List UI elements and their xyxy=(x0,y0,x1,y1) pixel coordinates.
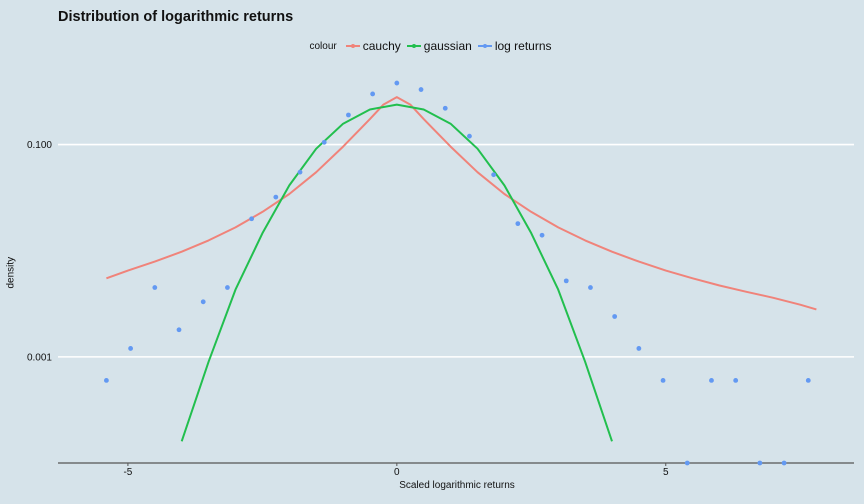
data-point-log-returns xyxy=(781,460,787,466)
data-point-log-returns xyxy=(563,278,569,284)
data-point-log-returns xyxy=(128,346,134,351)
legend-key-cauchy xyxy=(345,41,360,51)
legend-title: colour xyxy=(309,40,337,52)
data-point-log-returns xyxy=(418,87,424,92)
data-point-log-returns xyxy=(805,378,811,383)
data-point-log-returns xyxy=(491,172,497,178)
chart-title: Distribution of logarithmic returns xyxy=(58,9,294,25)
data-point-log-returns xyxy=(442,105,448,111)
legend: colour cauchy gaussian log returns xyxy=(0,39,864,53)
y-axis-label: density xyxy=(5,256,17,289)
data-point-log-returns xyxy=(539,232,545,238)
data-point-log-returns xyxy=(588,285,593,290)
legend-key-point xyxy=(411,44,416,48)
data-point-log-returns xyxy=(515,221,521,227)
y-tick-label: 0.001 xyxy=(27,352,52,363)
data-point-log-returns xyxy=(636,346,642,351)
legend-label-cauchy: cauchy xyxy=(362,39,401,53)
legend-entry-gaussian: gaussian xyxy=(406,39,472,53)
data-point-log-returns xyxy=(394,80,400,86)
data-point-log-returns xyxy=(273,194,279,200)
legend-entry-log-returns: log returns xyxy=(477,39,552,53)
data-point-log-returns xyxy=(733,378,739,383)
legend-key-gaussian xyxy=(406,41,421,51)
legend-key-point xyxy=(482,44,487,48)
series-line-gaussian xyxy=(180,103,613,442)
data-point-log-returns xyxy=(152,285,158,290)
data-point-log-returns xyxy=(660,378,666,383)
data-point-log-returns xyxy=(346,112,351,118)
data-point-log-returns xyxy=(176,327,182,333)
data-point-log-returns xyxy=(684,460,690,466)
data-point-log-returns xyxy=(321,139,327,145)
x-tick-label: 5 xyxy=(663,467,669,478)
x-tick-label: -5 xyxy=(123,467,132,478)
data-point-log-returns xyxy=(104,378,109,383)
legend-label-log-returns: log returns xyxy=(494,39,552,53)
legend-key-point xyxy=(350,44,355,48)
y-tick-label: 0.100 xyxy=(27,140,52,151)
legend-label-gaussian: gaussian xyxy=(423,39,472,53)
data-point-log-returns xyxy=(200,299,206,305)
x-axis-label: Scaled logarithmic returns xyxy=(399,480,515,491)
data-point-log-returns xyxy=(225,285,230,290)
data-point-log-returns xyxy=(249,216,255,222)
data-point-log-returns xyxy=(757,460,763,466)
data-point-log-returns xyxy=(709,378,714,383)
data-point-log-returns xyxy=(467,133,472,139)
legend-entry-cauchy: cauchy xyxy=(345,39,401,53)
legend-key-log-returns xyxy=(477,41,492,51)
data-point-log-returns xyxy=(612,314,618,319)
data-point-log-returns xyxy=(297,169,303,175)
data-point-log-returns xyxy=(370,91,376,97)
series-line-cauchy xyxy=(106,96,817,311)
x-tick-label: 0 xyxy=(394,467,400,478)
